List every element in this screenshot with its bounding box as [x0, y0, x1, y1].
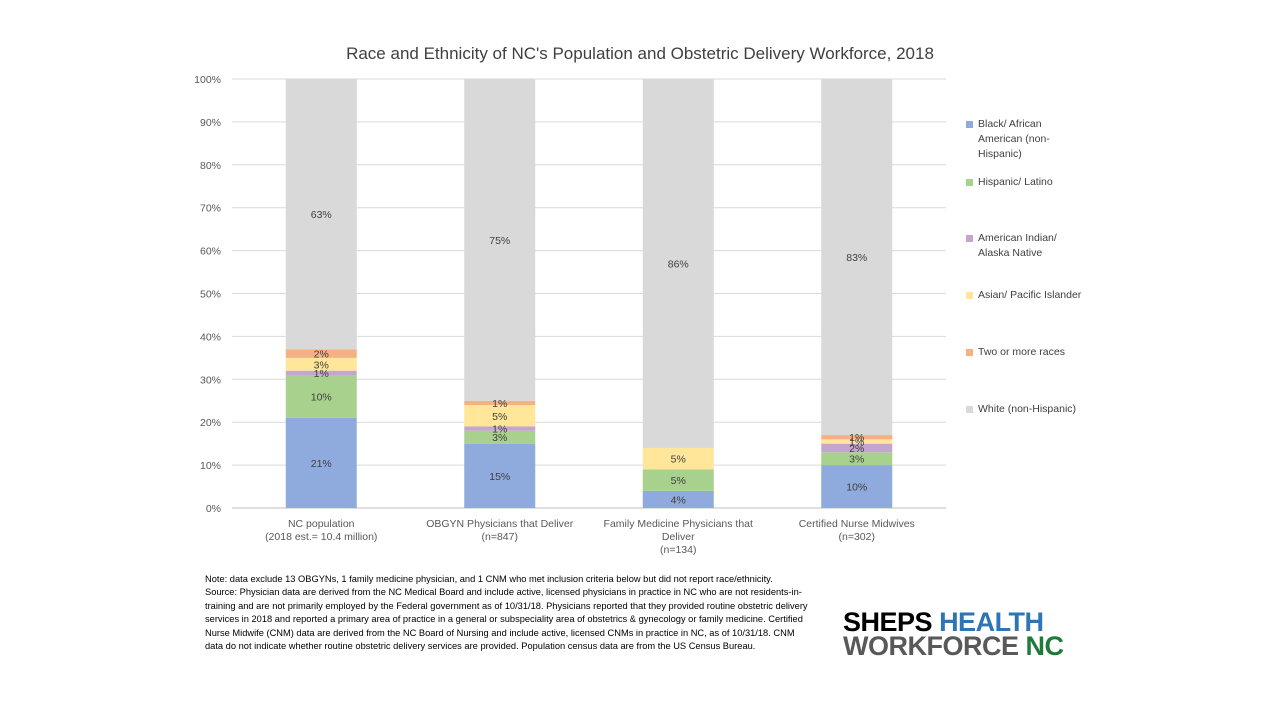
axes: 0% 10% 20% 30% 40% 50% 60% 70% 80% 90% 100% NC popu… — [194, 74, 915, 556]
bar-segment — [464, 443, 536, 508]
data-label: 4% — [671, 494, 686, 506]
x-tick-label: Family Medicine Physicians that — [604, 518, 753, 530]
legend-label: Black/ African American (non- Hispanic) — [978, 118, 1050, 160]
x-tick-label: (2018 est.= 10.4 million) — [265, 531, 377, 543]
bar-segment — [285, 349, 357, 358]
bar-segment — [285, 357, 357, 371]
legend-label: Two or more races — [978, 346, 1065, 358]
data-label: 21% — [311, 458, 332, 470]
bar-segment — [821, 465, 893, 508]
legend-item: Two or more races — [966, 345, 1096, 360]
x-tick-label: Deliver — [662, 531, 695, 543]
data-label: 86% — [668, 258, 689, 270]
bar-segment — [285, 370, 357, 376]
x-tick-label: OBGYN Physicians that Deliver — [426, 518, 574, 530]
x-tick-label: NC population — [288, 518, 355, 530]
y-tick-label: 50% — [200, 289, 221, 301]
data-label: 5% — [671, 454, 686, 466]
data-label: 15% — [489, 471, 510, 483]
bar-segment — [285, 79, 357, 350]
y-tick-label: 10% — [200, 460, 221, 472]
bar-segment — [464, 405, 536, 427]
logo-word-workforce: WORKFORCE — [843, 631, 1019, 661]
bar-segment — [821, 452, 893, 466]
sheps-logo: SHEPS HEALTH WORKFORCE NC — [843, 607, 1093, 661]
bar-segment — [821, 79, 893, 436]
legend-label: American Indian/Alaska Native — [978, 232, 1057, 259]
bar-segment — [821, 435, 893, 440]
data-label: 3% — [314, 359, 329, 371]
data-label: 83% — [846, 252, 867, 264]
data-label: 2% — [849, 443, 864, 455]
legend-item: Asian/ Pacific Islander — [966, 288, 1096, 303]
bar-segment — [464, 430, 536, 444]
y-tick-label: 20% — [200, 417, 221, 429]
data-label: 1% — [492, 398, 507, 410]
y-tick-label: 70% — [200, 203, 221, 215]
data-label: 5% — [492, 411, 507, 423]
data-labels: 21%10%1%3%2%63%15%3%1%5%1%75%4%5%5%86%10… — [311, 209, 868, 506]
bar-segment — [642, 447, 714, 470]
logo-word-nc: NC — [1025, 631, 1065, 661]
y-tick-label: 100% — [194, 74, 221, 86]
data-label: 63% — [311, 209, 332, 221]
legend-swatch — [966, 349, 973, 356]
y-tick-label: 80% — [200, 160, 221, 172]
x-tick-label: Certified Nurse Midwives — [799, 518, 915, 530]
data-label: 10% — [311, 391, 332, 403]
bar-segment — [821, 439, 893, 444]
logo-line-2: WORKFORCE NC — [843, 631, 1093, 661]
y-tick-label: 60% — [200, 246, 221, 258]
logo-line-1: SHEPS HEALTH — [843, 607, 1093, 637]
chart-title: Race and Ethnicity of NC's Population an… — [346, 44, 934, 63]
y-tick-label: 0% — [206, 503, 221, 515]
legend-swatch — [966, 235, 973, 242]
data-label: 3% — [849, 454, 864, 466]
data-label: 75% — [489, 235, 510, 247]
note-source: Source: Physician data are derived from … — [205, 587, 808, 652]
legend-label: White (non-Hispanic) — [978, 403, 1077, 415]
x-tick-label: (n=302) — [839, 531, 875, 543]
legend-item: American Indian/Alaska Native — [966, 231, 1096, 261]
legend-item: White (non-Hispanic) — [966, 402, 1096, 417]
logo-word-sheps: SHEPS — [843, 607, 933, 637]
bars — [285, 79, 893, 508]
legend-swatch — [966, 406, 973, 413]
bar-segment — [464, 426, 536, 431]
bar-segment — [642, 490, 714, 508]
data-label: 10% — [846, 482, 867, 494]
legend-swatch — [966, 121, 973, 128]
data-label: 2% — [314, 349, 329, 361]
legend-item: Hispanic/ Latino — [966, 175, 1096, 190]
source-note: Note: data exclude 13 OBGYNs, 1 family m… — [205, 573, 815, 653]
data-label: 1% — [849, 437, 864, 449]
bar-segment — [642, 79, 714, 448]
y-tick-label: 90% — [200, 117, 221, 129]
x-tick-label: (n=847) — [482, 531, 518, 543]
bar-segment — [464, 400, 536, 406]
legend-label: Asian/ Pacific Islander — [978, 289, 1082, 301]
y-tick-label: 30% — [200, 374, 221, 386]
data-label: 1% — [849, 432, 864, 444]
legend-swatch — [966, 179, 973, 186]
bar-segment — [285, 375, 357, 418]
data-label: 5% — [671, 475, 686, 487]
legend-label: Hispanic/ Latino — [978, 176, 1053, 188]
bar-segment — [285, 417, 357, 508]
data-label: 1% — [314, 368, 329, 380]
logo-word-health: HEALTH — [939, 607, 1044, 637]
x-tick-label: (n=134) — [660, 544, 696, 556]
data-label: 1% — [492, 424, 507, 436]
data-label: 3% — [492, 432, 507, 444]
y-tick-label: 40% — [200, 331, 221, 343]
bar-segment — [464, 79, 536, 401]
legend-item: Black/ African American (non- Hispanic) — [966, 117, 1096, 162]
note-exclusions: Note: data exclude 13 OBGYNs, 1 family m… — [205, 574, 773, 584]
legend-swatch — [966, 292, 973, 299]
bar-segment — [821, 443, 893, 453]
bar-segment — [642, 469, 714, 491]
